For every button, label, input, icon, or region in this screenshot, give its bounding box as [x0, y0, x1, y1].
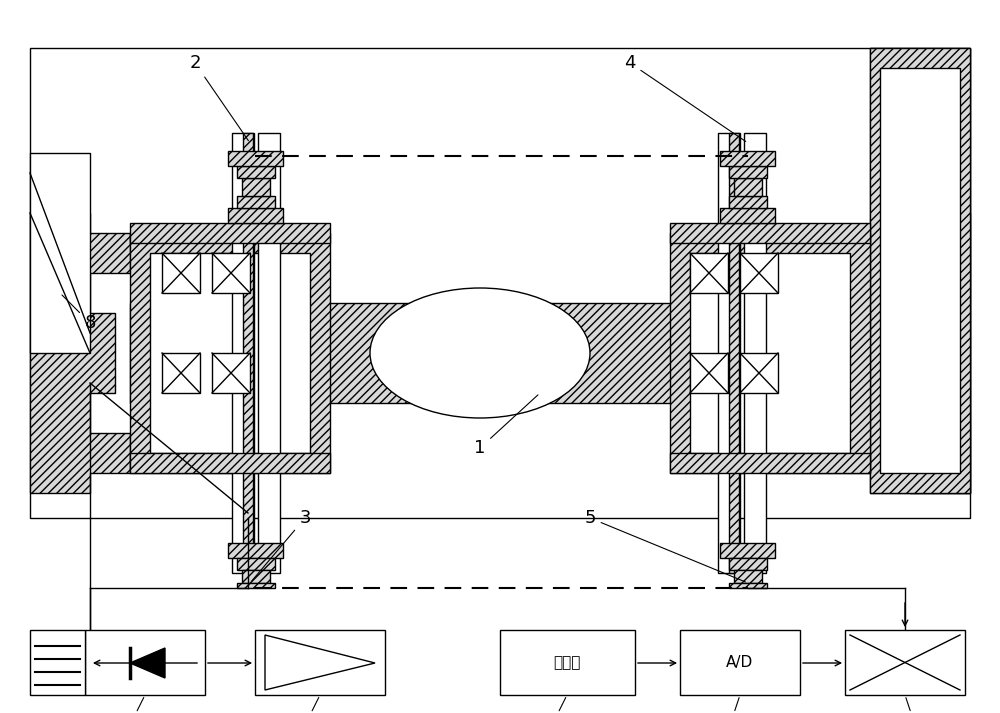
Text: 9: 9: [906, 697, 921, 713]
Bar: [232, 133, 254, 573]
Bar: [729, 583, 767, 588]
Text: 11: 11: [541, 697, 566, 713]
Bar: [845, 630, 965, 695]
Bar: [150, 253, 310, 453]
Bar: [500, 630, 635, 695]
Text: 4: 4: [624, 54, 746, 141]
Bar: [242, 570, 270, 583]
Bar: [680, 630, 800, 695]
Bar: [258, 133, 280, 573]
Bar: [734, 178, 762, 196]
Bar: [720, 543, 775, 558]
Bar: [162, 353, 200, 393]
Polygon shape: [130, 648, 165, 678]
Bar: [85, 630, 205, 695]
Bar: [30, 48, 970, 518]
Bar: [242, 178, 270, 196]
Text: 5: 5: [584, 509, 745, 582]
Bar: [729, 196, 767, 208]
Bar: [870, 48, 970, 493]
Bar: [237, 166, 275, 178]
Bar: [729, 133, 739, 573]
Polygon shape: [265, 635, 375, 690]
Bar: [729, 558, 767, 570]
Bar: [255, 630, 385, 695]
Bar: [740, 253, 778, 293]
Bar: [730, 303, 870, 403]
Text: 上位机: 上位机: [553, 655, 581, 670]
Bar: [212, 353, 250, 393]
Bar: [720, 208, 775, 223]
Text: 7: 7: [124, 697, 144, 713]
Bar: [228, 543, 283, 558]
Bar: [718, 133, 740, 573]
Bar: [130, 303, 730, 403]
Text: 8: 8: [62, 295, 96, 332]
Bar: [237, 583, 275, 588]
Bar: [212, 253, 250, 293]
Bar: [162, 253, 200, 293]
Text: 6: 6: [299, 697, 319, 713]
Bar: [30, 153, 90, 353]
Text: 2: 2: [189, 54, 248, 140]
Bar: [740, 353, 778, 393]
Polygon shape: [30, 213, 130, 493]
Bar: [228, 151, 283, 166]
Bar: [690, 253, 728, 293]
Bar: [690, 353, 728, 393]
Bar: [729, 166, 767, 178]
Polygon shape: [870, 213, 970, 493]
Text: 3: 3: [252, 509, 311, 581]
Bar: [870, 48, 970, 493]
Bar: [734, 570, 762, 583]
Text: 10: 10: [719, 697, 741, 713]
Bar: [670, 223, 870, 243]
Bar: [237, 558, 275, 570]
Bar: [237, 196, 275, 208]
Ellipse shape: [370, 288, 590, 418]
Bar: [130, 233, 330, 473]
Bar: [880, 68, 960, 473]
Bar: [130, 223, 330, 243]
Bar: [744, 133, 766, 573]
Bar: [720, 151, 775, 166]
Bar: [228, 208, 283, 223]
Bar: [130, 453, 330, 473]
Bar: [243, 133, 253, 573]
Text: 1: 1: [474, 395, 538, 457]
Text: A/D: A/D: [726, 655, 754, 670]
Bar: [670, 453, 870, 473]
Bar: [670, 233, 870, 473]
Bar: [30, 630, 85, 695]
Bar: [690, 253, 850, 453]
